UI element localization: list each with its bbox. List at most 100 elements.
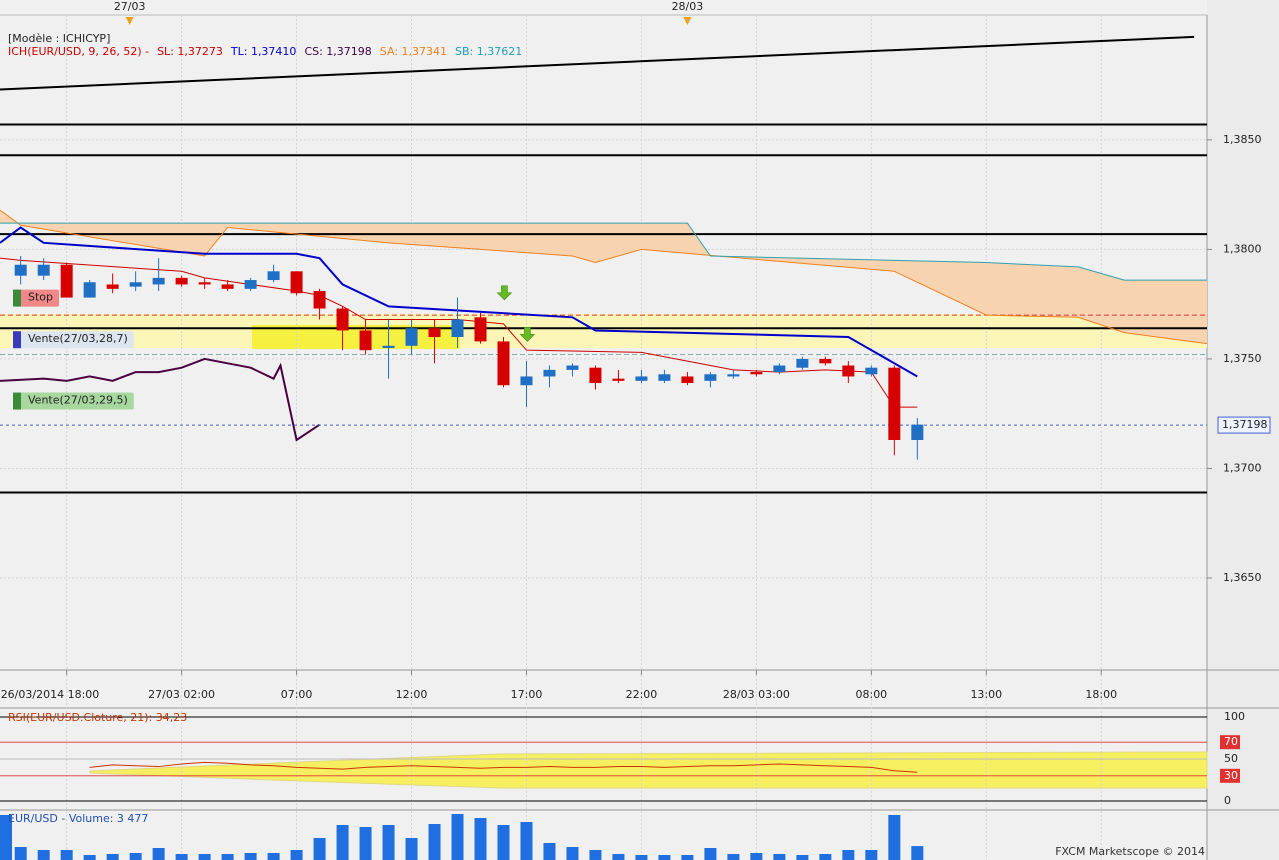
candle-body: [451, 319, 464, 338]
volume-bar: [83, 855, 96, 860]
x-tick-label: 18:00: [1085, 688, 1117, 701]
indicator-line: [0, 222, 1207, 281]
date-marker-label: 28/03: [672, 0, 704, 13]
volume-bar: [428, 824, 441, 860]
volume-bar: [497, 825, 510, 860]
candle-body: [819, 358, 832, 364]
candle-body: [175, 277, 188, 285]
volume-bar: [566, 847, 579, 860]
volume-bar: [520, 822, 533, 860]
y-tick-label: 1,3850: [1223, 133, 1262, 146]
candle-body: [589, 367, 602, 384]
volume-bar: [865, 850, 878, 860]
candle-body: [543, 369, 556, 377]
volume-bar: [750, 853, 763, 860]
rsi-tick-label: 0: [1224, 794, 1231, 807]
rsi-tick-label: 70: [1224, 735, 1238, 748]
volume-bar: [773, 854, 786, 860]
x-tick-label: 27/03 02:00: [148, 688, 215, 701]
volume-bar: [106, 854, 119, 860]
candle-body: [681, 376, 694, 384]
candle-body: [152, 277, 165, 285]
date-marker: [125, 17, 134, 25]
candle-body: [221, 284, 234, 289]
volume-bar: [451, 814, 464, 860]
rsi-title: RSI(EUR/USD.Cloture, 21): 34,23: [8, 711, 187, 724]
volume-bar: [543, 843, 556, 860]
candle-body: [405, 328, 418, 346]
annotation-label: Vente(27/03,29,5): [28, 394, 128, 407]
candle-body: [635, 376, 648, 381]
annotation-box: [20, 289, 60, 307]
ich-part: SB: 1,37621: [455, 45, 522, 58]
volume-bar: [405, 838, 418, 860]
x-tick-label: 26/03/2014 18:00: [1, 688, 100, 701]
volume-bar: [382, 825, 395, 860]
ich-part: TL: 1,37410: [230, 45, 297, 58]
candle-body: [382, 345, 395, 348]
indicator-line: [0, 357, 321, 442]
volume-bar: [14, 847, 27, 860]
ich-part: SL: 1,37273: [157, 45, 223, 58]
annotation-tag: [13, 289, 21, 307]
rsi-tick-label: 50: [1224, 752, 1238, 765]
candle-body: [60, 264, 73, 298]
volume-bar: [37, 850, 50, 860]
x-tick-label: 08:00: [855, 688, 887, 701]
indicator-line: [0, 226, 918, 378]
volume-bar: [267, 853, 280, 860]
candle-body: [911, 424, 924, 440]
candle-body: [37, 264, 50, 276]
rsi-tick-label: 30: [1224, 769, 1238, 782]
volume-title: EUR/USD - Volume: 3 477: [8, 812, 148, 825]
candle-body: [267, 271, 280, 281]
volume-bar: [658, 855, 671, 860]
volume-bar: [635, 855, 648, 860]
candle-body: [336, 308, 349, 331]
candle-body: [497, 341, 510, 386]
x-tick-label: 07:00: [281, 688, 313, 701]
x-tick-label: 12:00: [396, 688, 428, 701]
candle-body: [106, 284, 119, 289]
x-tick-label: 28/03 03:00: [723, 688, 790, 701]
volume-bar: [842, 850, 855, 860]
volume-bar: [612, 854, 625, 860]
x-tick-label: 17:00: [511, 688, 543, 701]
signal-arrow: [496, 285, 513, 301]
candle-body: [750, 372, 763, 375]
volume-bar: [888, 815, 901, 860]
last-price-box: [1217, 416, 1271, 434]
volume-bar: [129, 853, 142, 860]
volume-bar: [175, 854, 188, 860]
volume-bar: [819, 854, 832, 860]
candle-body: [520, 376, 533, 386]
volume-bar: [244, 853, 257, 860]
candle-body: [198, 282, 211, 285]
candle-body: [83, 282, 96, 298]
candle-body: [658, 374, 671, 381]
volume-bar: [313, 838, 326, 860]
candle-body: [428, 328, 441, 338]
candle-body: [290, 271, 303, 294]
annotation-box: [20, 392, 134, 410]
ich-part: SA: 1,37341: [380, 45, 447, 58]
rsi-tick-box: [1220, 735, 1240, 750]
candle-body: [842, 365, 855, 377]
header: [Modèle : ICHICYP]: [8, 32, 110, 45]
candle-body: [566, 365, 579, 370]
annotation-label: Vente(27/03,28,7): [28, 332, 128, 345]
volume-bar: [152, 848, 165, 860]
rsi-line: [89, 761, 918, 773]
date-marker-label: 27/03: [114, 0, 146, 13]
footer: FXCM Marketscope © 2014: [1055, 845, 1205, 858]
volume-bar: [704, 848, 717, 860]
y-tick-label: 1,3750: [1223, 352, 1262, 365]
indicator-line: [0, 209, 1208, 345]
candle-body: [359, 330, 372, 351]
candle-body: [704, 374, 717, 381]
candle-body: [313, 291, 326, 309]
annotation-tag: [13, 331, 21, 349]
